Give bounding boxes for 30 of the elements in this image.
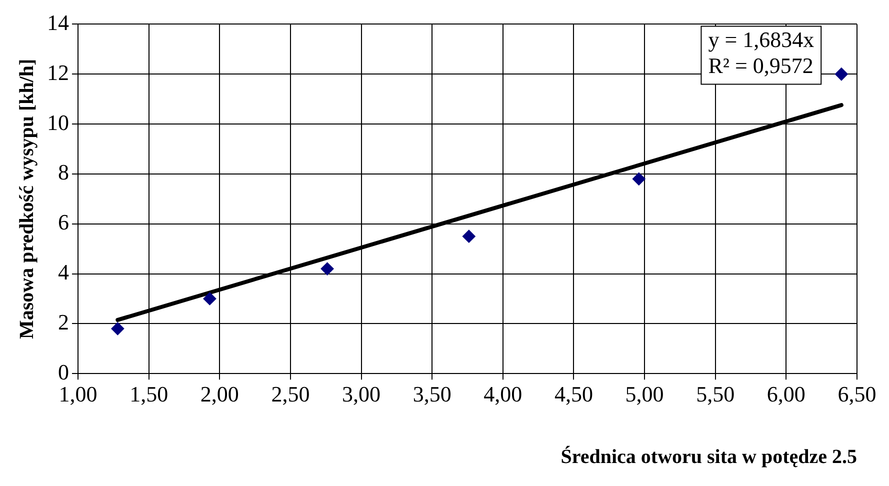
x-tick-label: 5,50 <box>696 382 735 407</box>
y-tick-label: 10 <box>47 110 69 135</box>
y-tick-label: 8 <box>58 160 69 185</box>
x-tick-label: 1,50 <box>130 382 168 407</box>
x-tick-label: 2,00 <box>200 382 239 407</box>
y-axis-title: Masowa predkość wysypu [kh/h] <box>16 58 38 340</box>
y-tick-label: 12 <box>47 60 69 85</box>
x-tick-label: 6,50 <box>838 382 876 407</box>
x-tick-label: 6,00 <box>766 382 806 407</box>
x-tick-label: 4,00 <box>484 382 522 407</box>
point <box>111 322 124 336</box>
x-tick-label: 1,00 <box>58 382 98 407</box>
annotation: y = 1,6834x <box>708 26 814 52</box>
point <box>203 292 216 306</box>
annotation: R² = 0,9572 <box>708 52 814 78</box>
x-tick-label: 3,00 <box>342 382 381 407</box>
y-tick-label: 2 <box>58 309 69 334</box>
point <box>462 230 476 243</box>
x-axis-title: Średnica otworu sita w potędze 2.5 <box>560 445 857 468</box>
point <box>834 68 848 81</box>
x-tick-label: 4,50 <box>554 382 593 407</box>
x-tick-label: 5,00 <box>625 382 664 407</box>
x-tick-label: 2,50 <box>271 382 310 407</box>
y-tick-label: 0 <box>58 359 69 384</box>
point <box>632 172 646 186</box>
x-tick-label: 3,50 <box>412 382 452 407</box>
y-tick-label: 6 <box>58 210 69 235</box>
y-tick-label: 4 <box>58 260 69 285</box>
point <box>320 262 334 276</box>
y-tick-label: 14 <box>47 10 69 35</box>
